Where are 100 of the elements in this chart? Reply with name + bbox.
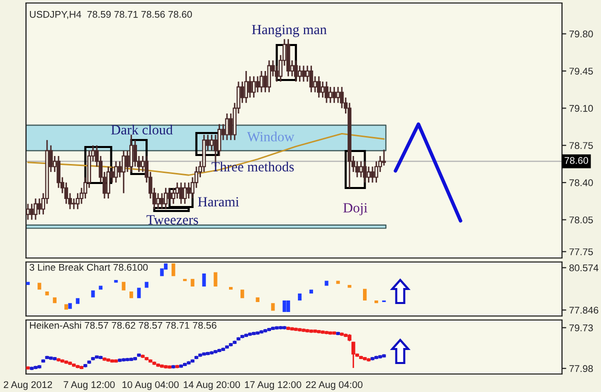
candlestick	[260, 70, 264, 93]
text: USDJPY,H4 78.59 78.71 78.56 78.60	[30, 10, 192, 19]
candlestick	[34, 198, 38, 220]
candlestick	[336, 86, 340, 104]
bar	[76, 298, 80, 304]
annotation: Dark cloud	[111, 124, 173, 134]
chart-title: 3 Line Break Chart 78.6100	[30, 264, 148, 271]
candlestick	[324, 80, 328, 104]
candlestick	[164, 187, 168, 210]
candlestick	[76, 192, 80, 210]
candlestick	[225, 112, 229, 141]
y-tick-label: 79.10	[569, 104, 593, 112]
candlestick	[56, 155, 60, 189]
candlestick	[122, 150, 126, 194]
y-tick-label: 78.05	[569, 216, 593, 224]
bar	[214, 272, 218, 287]
bar	[98, 286, 102, 290]
candlestick	[298, 64, 302, 82]
bar	[172, 263, 176, 276]
bar	[26, 282, 30, 285]
candlestick	[106, 166, 110, 200]
candlestick	[114, 160, 118, 184]
y-tick-label: 77.98	[569, 365, 593, 372]
annotation: Hanging man	[252, 24, 327, 38]
bar	[144, 282, 148, 288]
candlestick	[244, 70, 248, 104]
candlestick	[64, 182, 68, 205]
candlestick	[182, 182, 187, 205]
candlestick	[302, 64, 306, 82]
ref-line-label: 78.60	[564, 157, 588, 164]
bar	[286, 300, 290, 312]
bar	[64, 304, 68, 310]
bar	[271, 303, 275, 311]
candlestick	[38, 198, 42, 216]
candlestick	[248, 76, 252, 98]
candlestick	[210, 134, 214, 152]
line-series	[27, 132, 385, 176]
bar	[309, 290, 314, 294]
candlestick	[320, 80, 325, 98]
candlestick	[370, 166, 374, 184]
candlestick	[30, 203, 34, 220]
bar	[363, 288, 367, 300]
annotation: Tweezers	[146, 215, 198, 224]
x-tick-label: 7 Aug 12:00	[64, 381, 115, 390]
x-tick-label: 14 Aug 20:00	[184, 381, 240, 390]
bar	[91, 290, 95, 298]
band-label: Window	[247, 132, 294, 142]
candlestick	[309, 64, 314, 93]
y-tick-label: 77.75	[569, 248, 593, 256]
bar	[68, 303, 72, 309]
candlestick	[252, 76, 256, 98]
x-tick-label: 10 Aug 04:00	[122, 381, 179, 390]
bar	[298, 294, 302, 300]
bar	[282, 300, 286, 312]
bar	[374, 300, 378, 304]
candlestick	[328, 86, 332, 104]
candlestick	[168, 187, 172, 205]
bar	[122, 282, 126, 290]
bar	[336, 280, 340, 284]
y-tick-label: 79.45	[569, 68, 593, 75]
bar	[348, 284, 352, 288]
bar	[256, 297, 260, 302]
bar	[324, 280, 328, 286]
candlestick	[256, 76, 260, 93]
bar	[229, 286, 233, 290]
y-tick-label: 79.80	[569, 30, 593, 38]
bar	[240, 290, 244, 298]
candlestick	[186, 182, 191, 200]
bar	[38, 282, 42, 290]
candlestick	[160, 192, 164, 210]
y-tick-label: 78.75	[569, 142, 593, 149]
bar	[202, 273, 206, 287]
candlestick	[359, 160, 363, 178]
x-tick-label: 17 Aug 12:00	[245, 381, 302, 390]
y-tick-label: 80.574	[569, 264, 598, 272]
candlestick	[267, 60, 272, 93]
candlestick	[294, 60, 298, 82]
y-tick-label: 79.73	[569, 324, 593, 332]
bar	[45, 291, 49, 296]
x-tick-label: 22 Aug 04:00	[306, 381, 362, 390]
y-tick-label: 77.846	[569, 306, 598, 314]
chart-title: Heiken-Ashi 78.57 78.62 78.57 78.71 78.56	[30, 322, 216, 329]
bar	[52, 297, 57, 304]
candlestick	[382, 148, 386, 166]
bar	[137, 288, 141, 298]
candlestick	[156, 192, 160, 210]
candlestick	[351, 341, 356, 369]
candlestick	[316, 76, 321, 98]
candlestick	[366, 166, 371, 184]
bar	[114, 280, 118, 283]
y-tick-label: 78.40	[569, 179, 593, 186]
bar	[129, 291, 134, 298]
annotation: Harami	[198, 197, 239, 206]
bar	[190, 278, 194, 287]
candlestick	[129, 134, 134, 173]
annotation: Doji	[343, 203, 368, 216]
candlestick	[332, 86, 336, 104]
x-tick-label: 2 Aug 2012	[4, 381, 52, 390]
candlestick	[72, 198, 76, 210]
candlestick	[179, 182, 183, 205]
